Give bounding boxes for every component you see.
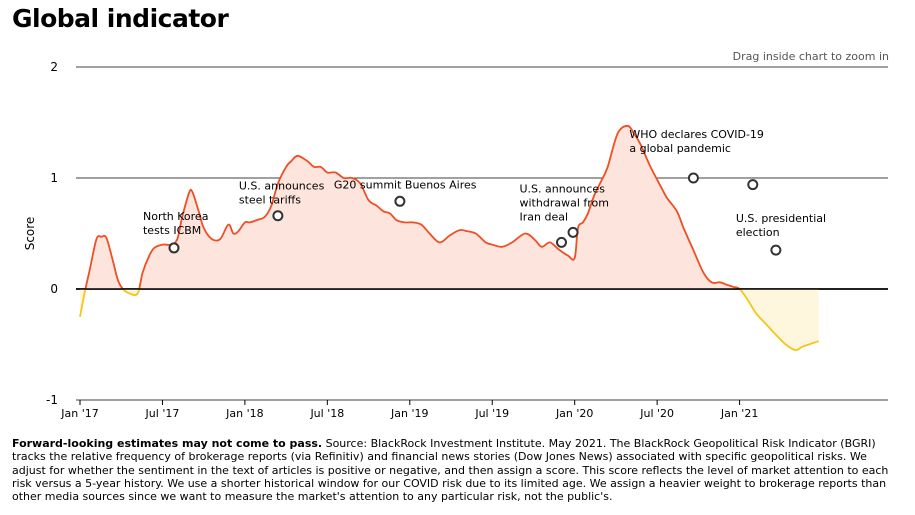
zoom-hint: Drag inside chart to zoom in [732,50,889,63]
x-tick-label: Jul '19 [474,407,509,420]
event-marker[interactable] [567,226,579,238]
event-marker[interactable] [394,195,406,207]
x-tick-label: Jan '17 [60,407,98,420]
event-marker[interactable] [168,242,180,254]
event-marker[interactable] [747,179,759,191]
x-tick-label: Jan '19 [390,407,428,420]
event-marker[interactable] [272,210,284,222]
footnote-text: Source: BlackRock Investment Institute. … [12,437,889,504]
x-tick-label: Jan '18 [225,407,263,420]
y-tick-label: 0 [50,282,58,296]
y-tick-label: 2 [50,60,58,74]
event-marker[interactable] [556,236,568,248]
annotation-label: election [736,226,780,239]
axes: -1 0 1 2 Score Jan '17 Jul '17 Jan '18 Jul '18 Ja… [23,60,758,420]
chart[interactable]: -1 0 1 2 Score Jan '17 Jul '17 Jan '18 Jul '18 Ja… [0,0,915,430]
y-tick-label: -1 [46,393,58,407]
annotation-label: withdrawal from [520,196,609,209]
y-axis-label: Score [23,217,37,251]
x-tick-label: Jan '21 [720,407,758,420]
x-tick-label: Jul '18 [309,407,344,420]
annotation-label: North Korea [143,210,208,223]
annotation-label: U.S. presidential [736,212,826,225]
annotation-label: tests ICBM [143,224,201,237]
event-marker[interactable] [770,244,782,256]
annotation-label: Iran deal [520,210,569,223]
event-marker[interactable] [687,172,699,184]
series-line [76,124,888,352]
annotation-label: WHO declares COVID-19 [629,128,764,141]
area-fill [80,125,819,351]
page-title: Global indicator [12,4,229,33]
footnote: Forward-looking estimates may not come t… [12,437,902,503]
annotation-label: a global pandemic [629,142,731,155]
x-tick-label: Jul '17 [145,407,180,420]
series-line-positive [84,124,741,289]
annotation-label: G20 summit Buenos Aires [334,178,477,191]
annotation-label: U.S. announces [239,180,325,193]
positive-area [80,125,819,289]
footnote-lead: Forward-looking estimates may not come t… [12,437,323,450]
annotation-label: steel tariffs [239,194,301,207]
annotation-label: U.S. announces [520,182,606,195]
x-tick-label: Jul '20 [639,407,674,420]
y-tick-label: 1 [50,171,58,185]
x-tick-label: Jan '20 [555,407,593,420]
